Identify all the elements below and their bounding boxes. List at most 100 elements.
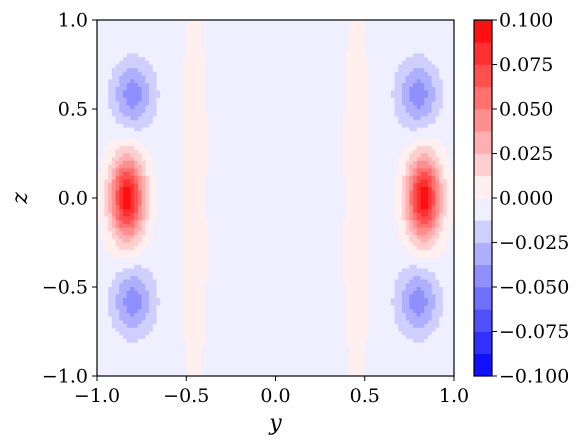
contour-cell: [197, 68, 202, 73]
contour-cell: [286, 190, 291, 195]
contour-cell: [227, 45, 232, 51]
contour-cell: [160, 361, 165, 366]
contour-cell: [256, 127, 262, 132]
contour-cell: [253, 223, 258, 229]
contour-cell: [249, 157, 254, 162]
contour-cell: [152, 283, 157, 288]
contour-cell: [238, 134, 243, 140]
contour-cell: [97, 186, 102, 191]
contour-cell: [156, 235, 161, 240]
contour-cell: [223, 216, 228, 221]
contour-cell: [97, 90, 102, 95]
contour-cell: [216, 134, 221, 140]
contour-cell: [178, 201, 183, 206]
contour-cell: [97, 309, 102, 314]
contour-cell: [227, 160, 232, 166]
contour-cell: [178, 68, 183, 73]
contour-cell: [163, 246, 169, 251]
contour-cell: [108, 168, 113, 173]
contour-cell: [201, 346, 206, 351]
contour-cell: [282, 49, 288, 54]
contour-cell: [126, 142, 131, 147]
contour-cell: [227, 353, 232, 358]
contour-cell: [193, 209, 198, 214]
contour-cell: [115, 164, 120, 169]
contour-cell: [97, 231, 102, 236]
contour-cell: [223, 31, 228, 36]
contour-cell: [178, 335, 183, 340]
contour-cell: [104, 172, 109, 177]
contour-cell: [186, 86, 191, 91]
contour-cell: [268, 220, 273, 225]
contour-cell: [282, 294, 288, 299]
contour-cell: [175, 372, 180, 377]
contour-cell: [279, 253, 284, 258]
contour-cell: [197, 283, 202, 288]
contour-cell: [260, 53, 265, 58]
contour-cell: [212, 209, 217, 214]
contour-cell: [130, 23, 135, 28]
contour-cell: [100, 153, 105, 158]
contour-cell: [100, 372, 105, 377]
contour-cell: [197, 31, 202, 36]
contour-cell: [201, 223, 206, 229]
contour-cell: [182, 353, 187, 358]
contour-cell: [268, 231, 273, 236]
contour-cell: [286, 194, 291, 199]
contour-cell: [171, 324, 176, 329]
contour-cell: [130, 172, 135, 177]
contour-cell: [223, 149, 228, 154]
contour-cell: [245, 372, 250, 377]
contour-cell: [152, 79, 157, 84]
contour-cell: [149, 186, 154, 191]
contour-cell: [253, 71, 258, 77]
contour-cell: [253, 212, 258, 217]
contour-cell: [182, 120, 187, 125]
contour-cell: [256, 71, 262, 77]
contour-cell: [216, 338, 221, 344]
contour-cell: [115, 116, 120, 121]
contour-cell: [149, 246, 154, 251]
contour-cell: [137, 183, 143, 188]
contour-cell: [238, 327, 243, 332]
contour-cell: [178, 368, 183, 373]
contour-cell: [230, 283, 235, 288]
contour-cell: [123, 312, 128, 318]
contour-cell: [119, 120, 124, 125]
contour-cell: [223, 290, 228, 295]
contour-cell: [286, 23, 291, 28]
contour-cell: [275, 101, 280, 106]
contour-cell: [108, 261, 113, 266]
contour-cell: [126, 64, 131, 69]
contour-cell: [171, 90, 176, 95]
contour-cell: [271, 220, 276, 225]
contour-cell: [201, 361, 206, 366]
contour-cell: [260, 120, 265, 125]
contour-cell: [197, 134, 202, 140]
contour-cell: [279, 249, 284, 255]
contour-cell: [238, 346, 243, 351]
contour-cell: [171, 42, 176, 47]
contour-cell: [201, 175, 206, 180]
contour-cell: [130, 134, 135, 140]
contour-cell: [115, 34, 120, 39]
contour-cell: [171, 209, 176, 214]
contour-cell: [97, 301, 102, 306]
contour-cell: [175, 257, 180, 262]
contour-cell: [119, 316, 124, 321]
contour-cell: [119, 257, 124, 262]
contour-cell: [238, 287, 243, 292]
contour-cell: [282, 175, 288, 180]
contour-cell: [286, 220, 291, 225]
contour-cell: [100, 71, 105, 77]
contour-cell: [268, 298, 273, 303]
contour-cell: [145, 38, 150, 43]
contour-cell: [111, 309, 116, 314]
contour-cell: [182, 346, 187, 351]
contour-cell: [216, 223, 221, 229]
contour-cell: [123, 31, 128, 36]
contour-cell: [216, 220, 221, 225]
contour-cell: [204, 290, 209, 295]
contour-cell: [126, 134, 131, 140]
contour-cell: [193, 275, 198, 280]
